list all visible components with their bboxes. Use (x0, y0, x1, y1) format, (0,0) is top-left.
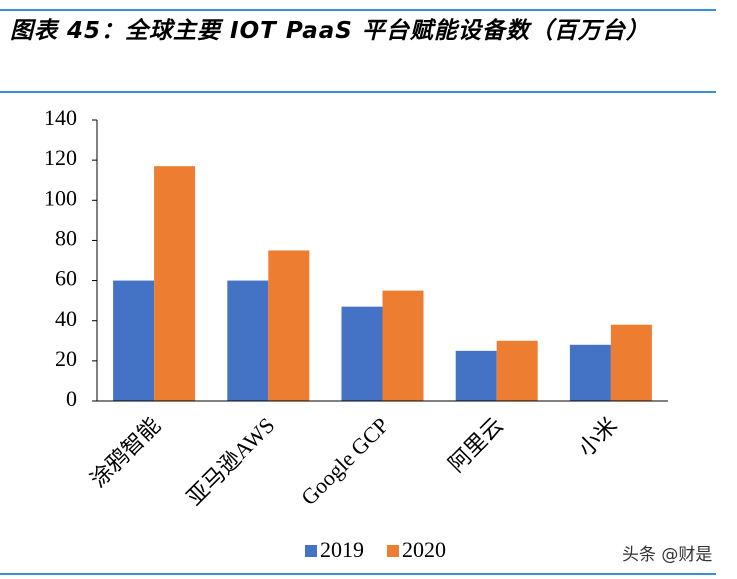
rule (0, 91, 716, 93)
x-tick-label: 阿里云 (443, 412, 507, 476)
legend-swatch (387, 545, 399, 557)
y-tick-label: 0 (66, 386, 77, 411)
rule (0, 9, 716, 11)
bar (455, 350, 497, 401)
bar (610, 324, 652, 401)
y-tick-label: 100 (44, 185, 77, 210)
chart-title: 图表 45：全球主要 IOT PaaS 平台赋能设备数（百万台） (10, 18, 650, 44)
y-tick-label: 20 (55, 346, 77, 371)
x-tick-label: 亚马逊AWS (182, 412, 280, 510)
bar (382, 290, 424, 401)
y-tick-label: 140 (44, 105, 77, 130)
y-tick-label: 80 (55, 225, 77, 250)
bar (154, 166, 196, 401)
bar (113, 280, 155, 401)
watermark: 头条 @财是 (622, 545, 713, 565)
y-tick-label: 60 (55, 266, 77, 291)
bar (496, 340, 538, 401)
x-tick-label: 涂鸦智能 (85, 412, 165, 492)
bar (268, 250, 310, 401)
x-tick-label: Google GCP (296, 412, 394, 510)
bar (227, 280, 269, 401)
legend-label: 2020 (402, 537, 446, 562)
legend-swatch (305, 545, 317, 557)
y-tick-label: 40 (55, 306, 77, 331)
x-tick-label: 小米 (573, 412, 622, 461)
bar (341, 306, 383, 401)
bar (569, 344, 611, 401)
rule (0, 573, 716, 575)
y-tick-label: 120 (44, 145, 77, 170)
legend-label: 2019 (320, 537, 364, 562)
